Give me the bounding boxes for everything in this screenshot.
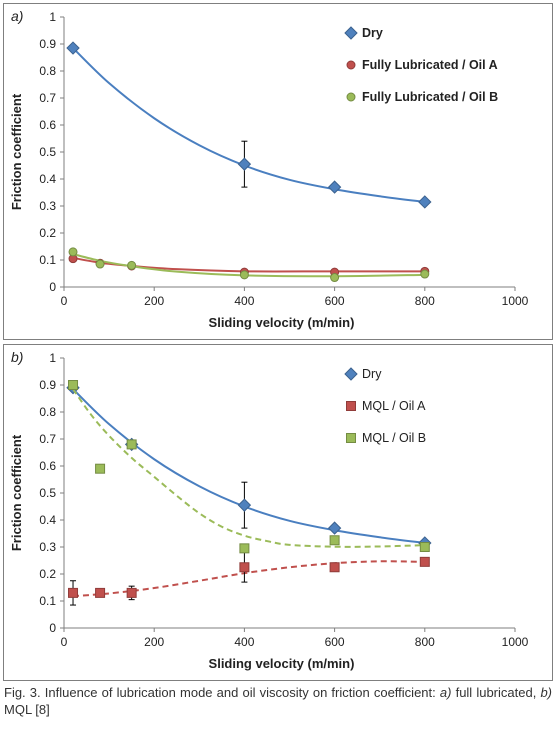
legend-a: Dry Fully Lubricated / Oil A Fully Lubrica… — [344, 26, 498, 104]
y-tick-label: 0.4 — [39, 172, 56, 186]
series-b-1 — [68, 551, 430, 606]
y-tick-label: 0.1 — [39, 594, 56, 608]
data-point — [327, 180, 342, 194]
trend-line — [72, 388, 425, 548]
data-point — [68, 247, 78, 257]
data-point — [126, 587, 137, 598]
x-tick-label: 0 — [61, 635, 68, 649]
y-tick-label: 0.7 — [39, 91, 56, 105]
caption-b-label: b) — [540, 685, 552, 700]
y-tick-label: 0.6 — [39, 459, 56, 473]
data-point — [327, 521, 342, 535]
chart-b-svg: b) 0 0.1 0.2 0.3 0.4 0.5 0.6 0.7 0.8 0.9 1 0 200 400 60… — [9, 349, 529, 671]
y-tick-label: 0.8 — [39, 405, 56, 419]
x-tick-label: 200 — [144, 294, 164, 308]
legend-marker — [346, 92, 356, 102]
series-b-2 — [68, 380, 430, 554]
legend-label: Dry — [362, 26, 383, 40]
data-point — [330, 273, 340, 283]
legend-marker — [346, 433, 356, 443]
y-tick-label: 0 — [49, 280, 56, 294]
y-tick-label: 0.9 — [39, 378, 56, 392]
x-tick-label: 1000 — [502, 294, 529, 308]
data-point — [95, 259, 105, 269]
x-tick-label: 400 — [234, 294, 254, 308]
x-tick-label: 800 — [415, 294, 435, 308]
data-point — [237, 498, 252, 512]
series-a-2 — [68, 247, 430, 283]
y-tick-label: 0.5 — [39, 145, 56, 159]
legend-label: MQL / Oil A — [362, 399, 426, 413]
y-tick-label: 1 — [49, 10, 56, 24]
x-axis-title-b: Sliding velocity (m/min) — [209, 656, 355, 671]
y-tick-label: 0.3 — [39, 540, 56, 554]
data-point — [418, 195, 432, 209]
y-axis-title-b: Friction coefficient — [9, 434, 24, 551]
caption-a-label: a) — [439, 685, 452, 700]
axes-a: 0 0.1 0.2 0.3 0.4 0.5 0.6 0.7 0.8 0.9 1 0 200 400 600 8… — [39, 10, 528, 308]
legend-b: Dry MQL / Oil A MQL / Oil B — [344, 367, 426, 445]
data-point — [239, 562, 250, 573]
y-tick-label: 0.4 — [39, 513, 56, 527]
data-point — [127, 260, 137, 270]
y-tick-label: 0.1 — [39, 253, 56, 267]
x-tick-label: 200 — [144, 635, 164, 649]
x-tick-label: 400 — [234, 635, 254, 649]
x-tick-label: 600 — [325, 635, 345, 649]
legend-label: Fully Lubricated / Oil A — [362, 58, 498, 72]
panel-label-a: a) — [11, 8, 23, 24]
y-tick-label: 0.2 — [39, 567, 56, 581]
trend-line — [72, 253, 425, 278]
series-a-0 — [66, 41, 432, 209]
x-axis-title-a: Sliding velocity (m/min) — [209, 315, 355, 330]
data-point — [66, 41, 80, 55]
data-point — [68, 587, 79, 598]
data-point — [419, 556, 430, 567]
y-axis-title-a: Friction coefficient — [9, 93, 24, 210]
chart-panel-a: a) 0 0.1 0.2 0.3 0.4 0.5 0.6 0.7 0.8 0.9 1 0 200 400 60… — [3, 3, 553, 340]
y-tick-label: 1 — [49, 351, 56, 365]
caption-prefix: Fig. 3. Influence of lubrication mode an… — [4, 685, 440, 700]
data-point — [419, 542, 430, 552]
data-point — [239, 270, 249, 280]
data-point — [68, 380, 79, 390]
y-tick-label: 0.5 — [39, 486, 56, 500]
axes-b: 0 0.1 0.2 0.3 0.4 0.5 0.6 0.7 0.8 0.9 1 0 200 400 600 8… — [39, 351, 528, 649]
caption-b-text: MQL [8] — [4, 702, 50, 717]
y-tick-label: 0.2 — [39, 226, 56, 240]
x-tick-label: 1000 — [502, 635, 529, 649]
x-tick-label: 600 — [325, 294, 345, 308]
data-point — [329, 535, 340, 546]
data-point — [95, 587, 106, 598]
data-point — [126, 439, 137, 450]
data-point — [237, 157, 252, 171]
data-point — [239, 543, 250, 554]
legend-marker — [346, 60, 356, 70]
y-tick-label: 0 — [49, 621, 56, 635]
y-tick-label: 0.8 — [39, 64, 56, 78]
y-tick-label: 0.9 — [39, 37, 56, 51]
figure-caption: Fig. 3. Influence of lubrication mode an… — [4, 684, 552, 718]
data-point — [420, 269, 430, 279]
y-tick-label: 0.7 — [39, 432, 56, 446]
chart-a-svg: a) 0 0.1 0.2 0.3 0.4 0.5 0.6 0.7 0.8 0.9 1 0 200 400 60… — [9, 8, 529, 330]
x-tick-label: 0 — [61, 294, 68, 308]
y-tick-label: 0.6 — [39, 118, 56, 132]
x-tick-label: 800 — [415, 635, 435, 649]
legend-marker — [344, 26, 358, 40]
data-point — [95, 463, 106, 474]
y-tick-label: 0.3 — [39, 199, 56, 213]
legend-marker — [346, 401, 356, 411]
legend-label: Fully Lubricated / Oil B — [362, 90, 498, 104]
caption-a-text: full lubricated, — [451, 685, 541, 700]
data-point — [329, 562, 340, 573]
legend-marker — [344, 367, 358, 381]
chart-panel-b: b) 0 0.1 0.2 0.3 0.4 0.5 0.6 0.7 0.8 0.9 1 0 200 400 60… — [3, 344, 553, 681]
legend-label: MQL / Oil B — [362, 431, 426, 445]
panel-label-b: b) — [11, 349, 23, 365]
legend-label: Dry — [362, 367, 382, 381]
